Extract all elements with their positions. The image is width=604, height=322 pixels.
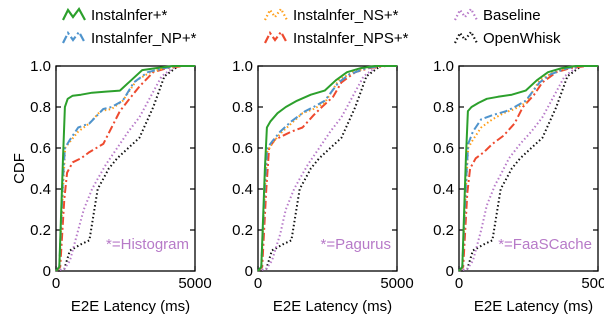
series-line-instalnfer-np (458, 65, 598, 272)
chart-panels: 0 0.2 0.4 0.6 0.8 1.0 0 5000 E2E Latency (ms) CDF… (11, 58, 604, 315)
y-tick-label: 0.6 (30, 140, 51, 157)
legend-label: Instalnfer+* (91, 7, 167, 24)
y-tick-label: 0.8 (433, 99, 454, 116)
y-tick-label: 0.4 (30, 181, 51, 198)
y-tick-label: 0.2 (232, 222, 253, 239)
panel-annotation: *=FaaSCache (498, 236, 592, 253)
y-axis-title: CDF (11, 153, 28, 184)
y-tick-label: 0.4 (433, 181, 454, 198)
series-line-openwhisk (257, 65, 397, 272)
y-tick-label: 0.8 (232, 99, 253, 116)
x-axis-title: E2E Latency (ms) (474, 298, 593, 315)
legend-swatch (264, 29, 288, 44)
y-tick-label: 0.2 (30, 222, 51, 239)
x-tick-label: 5000 (581, 275, 604, 292)
legend-label: Instalnfer_NP+* (91, 30, 197, 47)
series-group (458, 65, 598, 272)
legend-swatch (454, 29, 478, 44)
plot-frame (257, 65, 398, 272)
chart-panel-3: 0 0.2 0.4 0.6 0.8 1.0 0 5000 E2E Latency (ms) *=F… (433, 58, 604, 315)
y-tick-label: 0 (446, 263, 454, 280)
series-line-baseline (55, 65, 195, 272)
y-tick-label: 0.4 (232, 181, 253, 198)
legend-label: Instalnfer_NS+* (293, 7, 399, 24)
legend-label: Baseline (483, 7, 541, 24)
x-axis-title: E2E Latency (ms) (273, 298, 392, 315)
x-tick-label: 5000 (178, 275, 211, 292)
x-axis-title: E2E Latency (ms) (71, 298, 190, 315)
legend-swatch (454, 6, 478, 21)
y-tick-label: 0.6 (433, 140, 454, 157)
legend-item-baseline: Baseline (454, 6, 541, 24)
series-line-openwhisk (55, 65, 195, 272)
x-tick-label: 0 (254, 275, 262, 292)
x-tick-label: 0 (455, 275, 463, 292)
y-tick-label: 0.6 (232, 140, 253, 157)
legend: Instalnfer+* Instalnfer_NS+* Baseline Insta… (62, 6, 561, 47)
y-tick-label: 0.8 (30, 99, 51, 116)
legend-label: Instalnfer_NPS+* (293, 30, 409, 47)
legend-item-openwhisk: OpenWhisk (454, 29, 561, 47)
series-group (257, 65, 397, 272)
series-line-instalnfer-nps (55, 65, 195, 272)
legend-swatch (62, 29, 86, 44)
y-tick-label: 0.2 (433, 222, 454, 239)
chart-panel-1: 0 0.2 0.4 0.6 0.8 1.0 0 5000 E2E Latency (ms) CDF… (11, 58, 212, 315)
x-tick-label: 5000 (380, 275, 413, 292)
series-line-instalnfer (257, 65, 397, 272)
legend-item-instalnfer-np: Instalnfer_NP+* (62, 29, 197, 47)
y-tick-label: 1.0 (232, 58, 253, 75)
panel-annotation: *=Histogram (106, 236, 189, 253)
series-line-baseline (458, 65, 598, 272)
chart-panel-2: 0 0.2 0.4 0.6 0.8 1.0 0 5000 E2E Latency (ms) *=P… (232, 58, 414, 315)
legend-swatch (264, 6, 288, 21)
plot-frame (458, 65, 599, 272)
legend-item-instalnfer: Instalnfer+* (62, 6, 167, 24)
y-tick-label: 0 (245, 263, 253, 280)
plot-frame (55, 65, 196, 272)
series-line-instalnfer-ns (257, 65, 397, 272)
series-group (55, 65, 195, 272)
legend-swatch (62, 6, 86, 21)
series-line-instalnfer (458, 65, 598, 272)
series-line-openwhisk (458, 65, 598, 272)
y-tick-label: 1.0 (433, 58, 454, 75)
legend-item-instalnfer-nps: Instalnfer_NPS+* (264, 29, 409, 47)
legend-label: OpenWhisk (483, 30, 561, 47)
panel-annotation: *=Pagurus (321, 236, 391, 253)
series-line-instalnfer (55, 65, 195, 272)
x-tick-label: 0 (52, 275, 60, 292)
legend-item-instalnfer-ns: Instalnfer_NS+* (264, 6, 399, 24)
y-tick-label: 1.0 (30, 58, 51, 75)
y-tick-label: 0 (43, 263, 51, 280)
